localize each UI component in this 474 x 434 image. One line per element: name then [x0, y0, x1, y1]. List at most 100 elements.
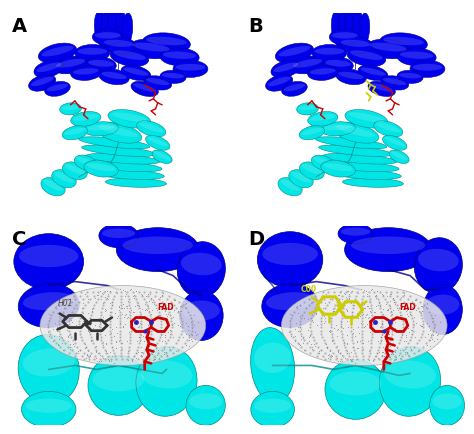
Ellipse shape [43, 179, 63, 191]
Ellipse shape [46, 84, 68, 91]
Ellipse shape [432, 393, 462, 409]
Ellipse shape [351, 237, 425, 254]
Ellipse shape [323, 57, 353, 73]
Ellipse shape [423, 285, 462, 335]
Ellipse shape [291, 56, 325, 74]
Ellipse shape [310, 114, 336, 121]
Ellipse shape [101, 36, 136, 53]
Ellipse shape [380, 33, 428, 53]
Text: B: B [249, 17, 264, 36]
Ellipse shape [177, 242, 226, 298]
Ellipse shape [301, 128, 323, 135]
Ellipse shape [308, 66, 338, 80]
Ellipse shape [251, 391, 294, 427]
Ellipse shape [54, 56, 88, 74]
Ellipse shape [99, 125, 138, 137]
Ellipse shape [345, 109, 388, 128]
Ellipse shape [26, 398, 72, 413]
Ellipse shape [384, 137, 405, 146]
Ellipse shape [146, 78, 170, 85]
Ellipse shape [315, 48, 344, 55]
Ellipse shape [162, 73, 184, 79]
Ellipse shape [342, 178, 403, 187]
Ellipse shape [122, 13, 133, 45]
Ellipse shape [160, 70, 186, 83]
Ellipse shape [262, 283, 319, 328]
Ellipse shape [71, 112, 101, 126]
Ellipse shape [332, 32, 357, 39]
Ellipse shape [389, 150, 409, 164]
Ellipse shape [23, 349, 74, 377]
Ellipse shape [257, 232, 323, 288]
Ellipse shape [137, 121, 166, 137]
Ellipse shape [359, 13, 370, 45]
Ellipse shape [310, 68, 336, 75]
Ellipse shape [275, 43, 314, 63]
Text: A: A [12, 17, 27, 36]
Ellipse shape [101, 72, 127, 79]
Ellipse shape [374, 121, 403, 137]
Ellipse shape [129, 39, 173, 59]
Text: FAD: FAD [158, 302, 174, 312]
Ellipse shape [133, 43, 170, 52]
Ellipse shape [413, 64, 442, 71]
Ellipse shape [341, 228, 370, 236]
Ellipse shape [18, 335, 79, 404]
Ellipse shape [313, 157, 332, 166]
Ellipse shape [370, 83, 393, 92]
Ellipse shape [115, 10, 126, 44]
Ellipse shape [273, 62, 298, 72]
Ellipse shape [73, 68, 99, 75]
Ellipse shape [181, 253, 222, 275]
Ellipse shape [92, 162, 162, 172]
Ellipse shape [99, 170, 164, 180]
Ellipse shape [95, 122, 142, 143]
Ellipse shape [116, 228, 199, 272]
Ellipse shape [45, 82, 70, 96]
Ellipse shape [289, 170, 313, 188]
Text: FAD: FAD [399, 302, 416, 312]
Ellipse shape [341, 39, 370, 47]
Ellipse shape [300, 162, 324, 180]
Ellipse shape [278, 178, 302, 196]
Ellipse shape [14, 233, 83, 289]
Ellipse shape [76, 157, 95, 166]
Ellipse shape [429, 385, 465, 425]
Ellipse shape [323, 163, 353, 171]
Text: D: D [249, 230, 265, 249]
Ellipse shape [379, 346, 441, 416]
Ellipse shape [302, 164, 322, 174]
Ellipse shape [36, 62, 61, 72]
Ellipse shape [78, 137, 150, 149]
Ellipse shape [251, 328, 295, 403]
Ellipse shape [34, 60, 64, 78]
Ellipse shape [370, 43, 407, 52]
Ellipse shape [329, 29, 360, 45]
Ellipse shape [38, 43, 77, 63]
Ellipse shape [99, 69, 129, 85]
Ellipse shape [266, 292, 314, 310]
Ellipse shape [391, 151, 407, 160]
Ellipse shape [52, 170, 76, 188]
Ellipse shape [254, 343, 291, 373]
Ellipse shape [329, 162, 399, 172]
Ellipse shape [397, 48, 436, 66]
Ellipse shape [383, 36, 424, 45]
Ellipse shape [345, 228, 432, 272]
Ellipse shape [139, 122, 164, 132]
Ellipse shape [31, 77, 54, 86]
Ellipse shape [381, 76, 409, 90]
Ellipse shape [271, 60, 301, 78]
Ellipse shape [84, 161, 118, 177]
Ellipse shape [105, 178, 166, 187]
Ellipse shape [348, 112, 384, 122]
Ellipse shape [152, 150, 172, 164]
Ellipse shape [101, 11, 114, 47]
Ellipse shape [86, 125, 116, 131]
Ellipse shape [283, 84, 305, 91]
Ellipse shape [350, 50, 383, 60]
Ellipse shape [74, 155, 97, 171]
Ellipse shape [131, 81, 158, 96]
Ellipse shape [282, 286, 447, 365]
Ellipse shape [60, 103, 82, 115]
